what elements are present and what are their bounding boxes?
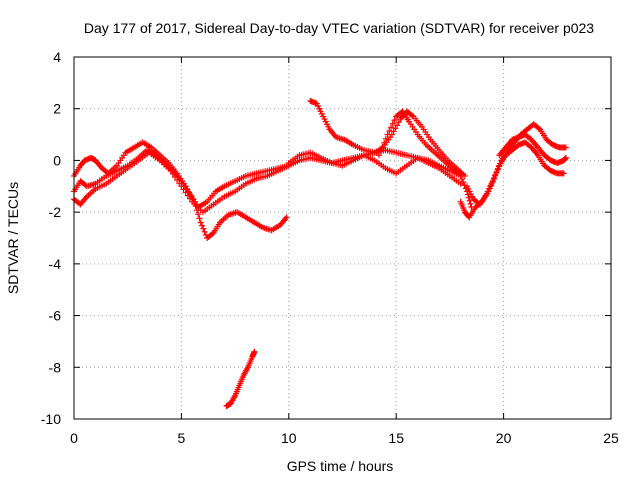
- data-point: [176, 180, 183, 187]
- y-tick-label: -8: [49, 359, 62, 375]
- y-tick-label: -6: [49, 308, 62, 324]
- data-point: [180, 186, 187, 193]
- x-tick-label: 10: [281, 430, 297, 446]
- data-point: [392, 125, 399, 132]
- data-point: [492, 171, 499, 178]
- data-point: [169, 170, 176, 177]
- data-point: [182, 189, 189, 196]
- data-point: [493, 168, 500, 175]
- y-tick-label: 0: [53, 152, 61, 168]
- y-tick-label: -10: [41, 411, 61, 427]
- data-point: [466, 197, 473, 204]
- data-point: [209, 230, 216, 237]
- data-points: [71, 97, 569, 410]
- y-tick-label: 4: [53, 49, 61, 65]
- data-point: [186, 195, 193, 202]
- data-point: [489, 178, 496, 185]
- series-9: [464, 139, 567, 208]
- data-point: [251, 348, 258, 355]
- x-axis-label: GPS time / hours: [287, 458, 394, 474]
- data-point: [195, 211, 202, 218]
- data-point: [386, 127, 393, 134]
- data-point: [384, 131, 391, 138]
- grid-lines: [74, 57, 611, 419]
- data-point: [460, 179, 467, 186]
- data-point: [379, 143, 386, 150]
- data-point: [171, 173, 178, 180]
- data-point: [560, 170, 567, 177]
- plot-frame: [73, 56, 612, 420]
- series-3: [71, 149, 292, 216]
- data-point: [283, 214, 290, 221]
- data-point: [465, 194, 472, 201]
- data-point: [467, 200, 474, 207]
- series-4: [223, 348, 258, 410]
- x-tick-label: 0: [70, 430, 78, 446]
- data-point: [199, 222, 206, 229]
- series-6: [285, 149, 475, 210]
- y-tick-label: -2: [49, 204, 62, 220]
- series-2: [71, 139, 290, 241]
- data-point: [200, 225, 207, 232]
- axis-ticks: [73, 56, 612, 420]
- data-point: [495, 165, 502, 172]
- y-axis-label: SDTVAR / TECUs: [5, 182, 21, 294]
- data-point: [197, 219, 204, 226]
- data-point: [535, 125, 542, 132]
- data-point: [174, 177, 181, 184]
- data-point: [391, 117, 398, 124]
- data-point: [562, 154, 569, 161]
- data-point: [388, 124, 395, 131]
- series-7: [376, 108, 464, 177]
- x-tick-label: 15: [388, 430, 404, 446]
- data-point: [389, 120, 396, 127]
- data-point: [458, 176, 465, 183]
- data-point: [376, 152, 383, 159]
- data-point: [178, 183, 185, 190]
- series-10: [496, 131, 569, 167]
- data-point: [184, 192, 191, 199]
- data-point: [457, 170, 464, 177]
- y-tick-label: -4: [49, 256, 62, 272]
- data-point: [394, 122, 401, 129]
- data-point: [381, 139, 388, 146]
- data-point: [395, 119, 402, 126]
- y-tick-label: 2: [53, 101, 61, 117]
- data-point: [377, 148, 384, 155]
- data-point: [562, 144, 569, 151]
- data-point: [409, 112, 416, 119]
- data-point: [201, 228, 208, 235]
- data-point: [382, 135, 389, 142]
- data-point: [167, 167, 174, 174]
- x-tick-label: 20: [496, 430, 512, 446]
- data-point: [491, 175, 498, 182]
- chart-title: Day 177 of 2017, Sidereal Day-to-day VTE…: [84, 20, 594, 36]
- x-tick-label: 5: [178, 430, 186, 446]
- data-point: [196, 215, 203, 222]
- x-tick-label: 25: [603, 430, 619, 446]
